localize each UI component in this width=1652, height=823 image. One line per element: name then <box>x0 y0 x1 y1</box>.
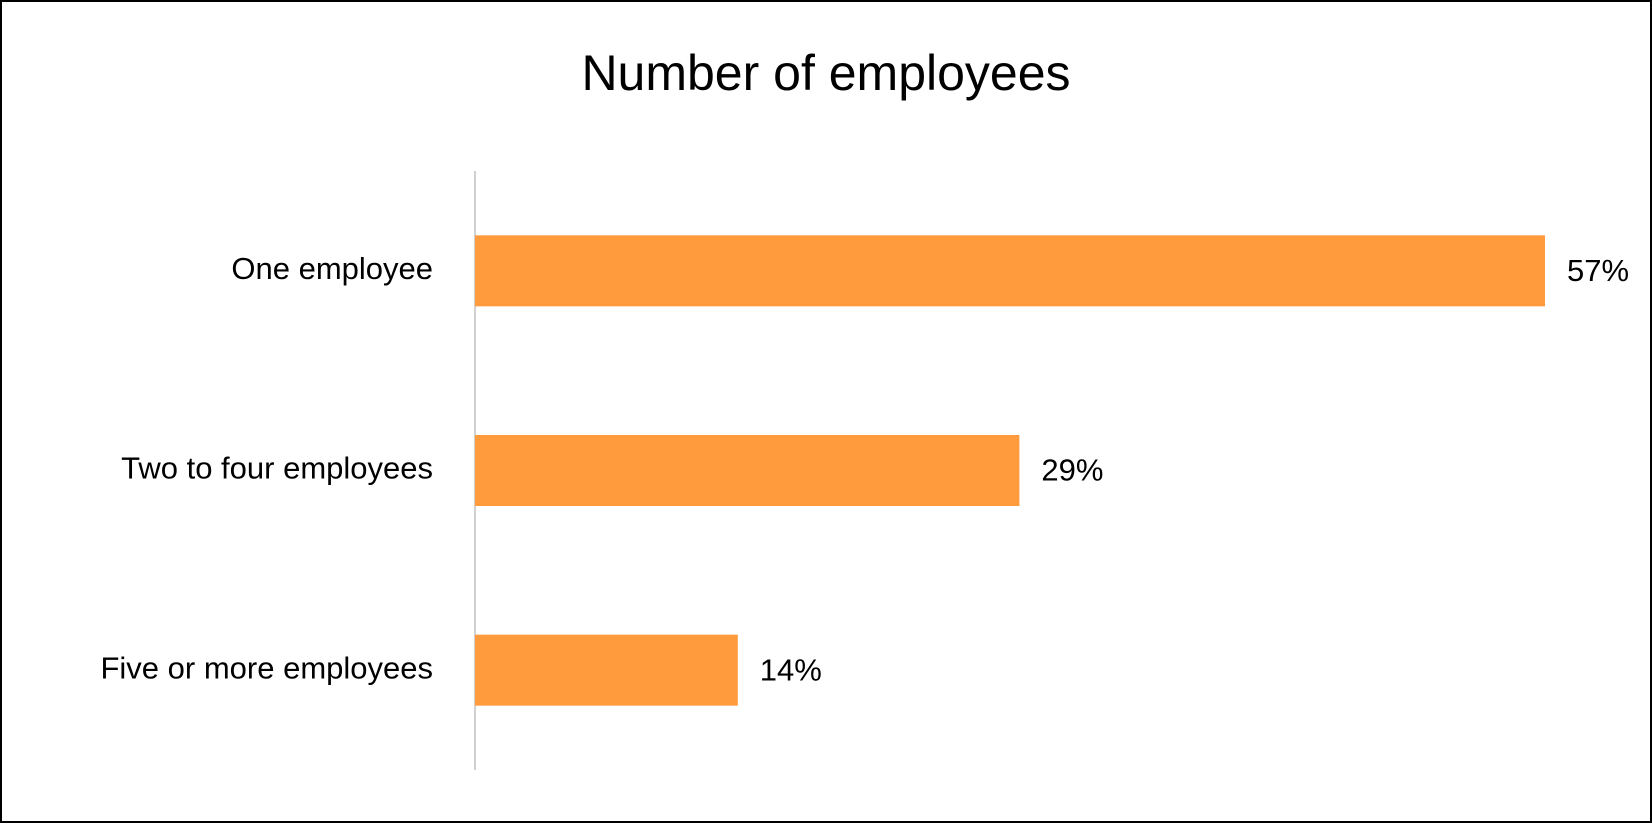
y-tick-label: Five or more employees <box>100 650 433 685</box>
bar <box>475 634 738 706</box>
data-label: 14% <box>760 652 822 687</box>
y-tick-label: Two to four employees <box>121 451 433 486</box>
data-label: 57% <box>1567 253 1629 288</box>
data-label: 29% <box>1041 453 1103 488</box>
bar <box>475 435 1020 506</box>
y-tick-label: One employee <box>231 251 433 286</box>
bar <box>475 235 1545 307</box>
chart-title: Number of employees <box>581 45 1070 101</box>
